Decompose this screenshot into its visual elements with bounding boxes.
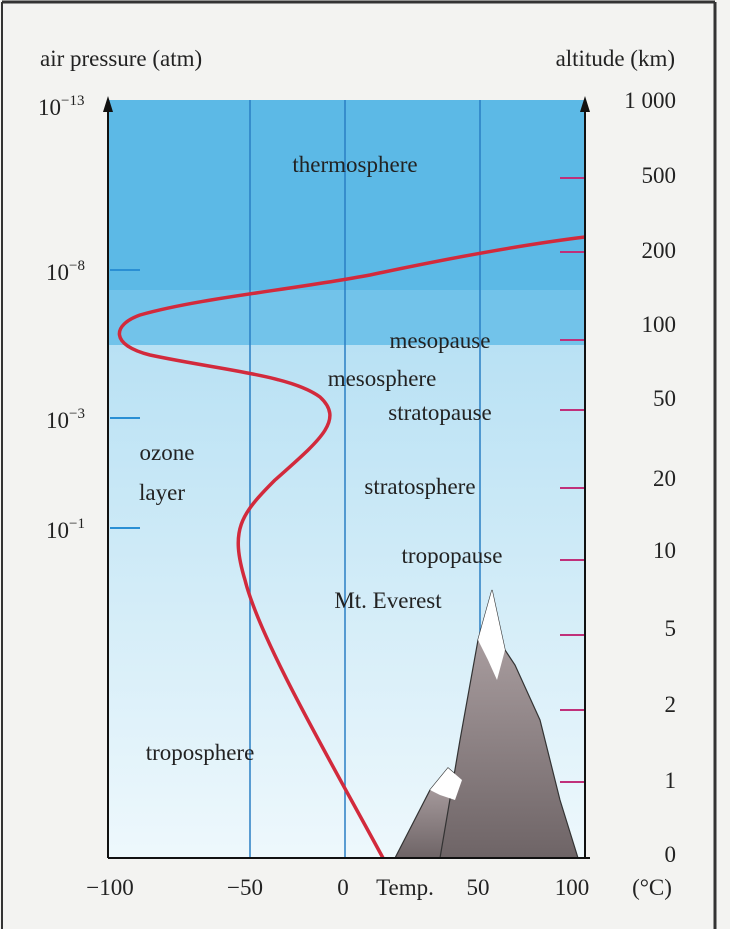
tick-label: 50 (653, 386, 676, 411)
left-tick-marks (110, 269, 140, 529)
tick-label: 200 (642, 238, 677, 263)
region-label: mesopause (390, 328, 491, 353)
tick-label: 10 (653, 538, 676, 563)
tick-label: −50 (227, 875, 263, 900)
label-part: 10 (46, 408, 69, 433)
tick-label: 50 (467, 875, 490, 900)
tick-label: 10−1 (46, 516, 85, 543)
tick-label: 10−3 (46, 406, 85, 433)
region-label: thermosphere (292, 152, 417, 177)
tick-label: 10−8 (46, 258, 85, 285)
region-labels: thermosphere mesopause mesosphere strato… (139, 152, 502, 765)
bottom-tick-labels: −100 −50 0 Temp. 50 100 (°C) (86, 875, 672, 900)
label-part: −13 (61, 93, 84, 109)
region-label: mesosphere (328, 366, 437, 391)
unit-label: (°C) (632, 875, 672, 900)
tick-label: 100 (555, 875, 590, 900)
label-part: 10 (46, 518, 69, 543)
mountain (439, 589, 579, 859)
arrow (103, 96, 113, 112)
tick-label: 500 (642, 163, 677, 188)
left-axis-title: air pressure (atm) (40, 46, 202, 71)
tick-label: 0 (665, 842, 677, 867)
tick-label: 10−13 (38, 93, 84, 120)
region-label: troposphere (146, 740, 255, 765)
left-tick-labels: 10−13 10−8 10−3 10−1 (38, 93, 85, 543)
axis-label: Temp. (376, 875, 434, 900)
temperature-curve (117, 235, 586, 859)
region-label: stratosphere (364, 474, 475, 499)
label-part: 10 (46, 260, 69, 285)
tick-label: 5 (665, 616, 677, 641)
right-tick-labels: 1 000 500 200 100 50 20 10 5 2 1 0 (624, 88, 676, 867)
tick-label: 2 (665, 692, 677, 717)
label-part: 10 (38, 95, 61, 120)
arrow (580, 96, 590, 112)
region-label: Mt. Everest (334, 588, 442, 613)
region-label: stratopause (388, 400, 491, 425)
tick-label: 1 000 (624, 88, 676, 113)
label-part: −3 (69, 406, 85, 422)
tick-label: 100 (642, 312, 677, 337)
tick-label: −100 (86, 875, 133, 900)
tick-label: 0 (337, 875, 349, 900)
region-label: ozone (140, 440, 195, 465)
label-part: −1 (69, 516, 85, 532)
tick-label: 20 (653, 466, 676, 491)
tick-label: 1 (665, 768, 677, 793)
band-transition (108, 290, 585, 345)
label-part: −8 (69, 258, 85, 274)
mountains (394, 589, 579, 859)
right-tick-marks (560, 177, 585, 783)
right-axis-title: altitude (km) (556, 46, 675, 71)
snow (478, 590, 505, 680)
snow (430, 768, 462, 800)
region-label: tropopause (402, 543, 503, 568)
region-label: layer (139, 480, 185, 505)
